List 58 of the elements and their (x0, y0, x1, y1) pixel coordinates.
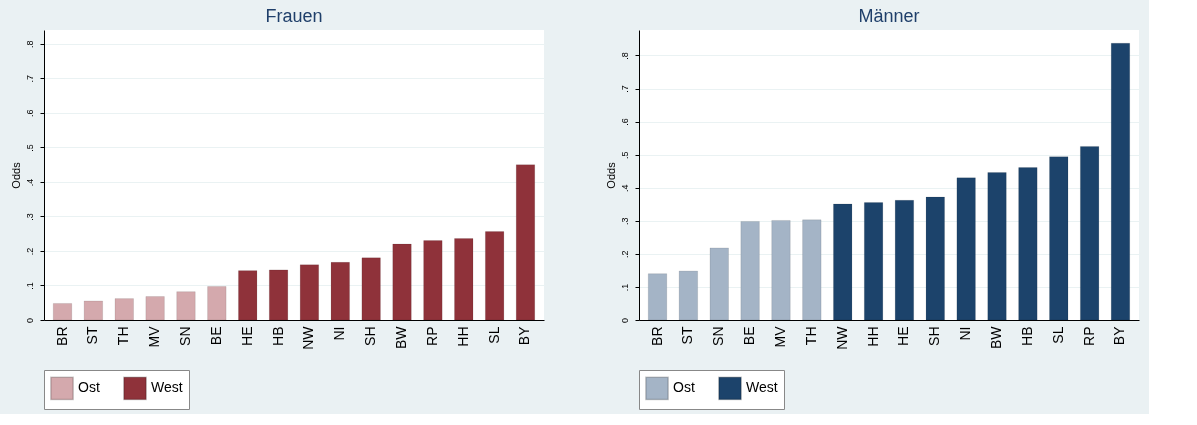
x-tick-label: NI (331, 326, 348, 341)
x-tick-label: BY (516, 325, 533, 346)
y-tick-label: .4 (24, 178, 35, 187)
y-tick-label: .3 (24, 213, 35, 221)
x-tick-label: HH (454, 326, 471, 347)
x-tick-label: BE (741, 326, 758, 346)
x-tick-label: ST (84, 326, 101, 345)
y-tick-label: .6 (619, 118, 630, 126)
x-tick-label: BY (1111, 325, 1128, 346)
x-tick-label: SN (176, 326, 193, 346)
y-tick-label: .6 (24, 109, 35, 118)
x-tick-label: NI (957, 326, 974, 341)
x-tick-label: MV (771, 325, 788, 348)
chart-title: Männer (858, 6, 920, 26)
y-tick-label: .1 (24, 282, 35, 290)
x-tick-label: HH (864, 326, 881, 347)
y-tick-label: 0 (24, 317, 35, 324)
x-tick-label: SH (362, 326, 379, 346)
x-tick-label: BE (207, 326, 224, 346)
x-tick-label: HE (238, 326, 255, 346)
x-tick-label: TH (115, 326, 132, 346)
x-tick-label: SN (710, 326, 727, 346)
y-tick-label: .2 (24, 247, 35, 256)
x-tick-label: BR (648, 326, 665, 346)
x-tick-label: BW (988, 325, 1005, 350)
x-tick-label: NW (833, 325, 850, 350)
y-tick-label: .4 (619, 184, 630, 192)
x-tick-label: HB (269, 326, 286, 346)
x-tick-label: BW (393, 325, 410, 350)
x-tick-label: MV (146, 325, 163, 348)
y-tick-label: .5 (619, 151, 630, 159)
y-tick-label: .7 (24, 75, 35, 83)
y-tick-label: .8 (24, 40, 35, 49)
x-tick-label: NW (300, 325, 317, 350)
chart-title: Frauen (265, 6, 323, 26)
legend-label: Ost (673, 379, 695, 396)
x-tick-label: TH (802, 326, 819, 346)
y-tick-label: .5 (24, 144, 35, 152)
y-tick-label: .7 (619, 85, 630, 93)
x-tick-label: RP (423, 326, 440, 346)
legend-label: West (151, 379, 183, 396)
x-tick-label: BR (53, 326, 70, 346)
y-tick-label: .3 (619, 217, 630, 226)
y-tick-label: .1 (619, 283, 630, 292)
legend-label: Ost (78, 379, 100, 396)
legend-label: West (746, 379, 778, 396)
x-tick-label: SL (1049, 326, 1066, 344)
y-axis-title: Odds (604, 161, 617, 189)
x-tick-label: ST (679, 326, 696, 345)
x-tick-label: SL (485, 326, 502, 344)
y-tick-label: .2 (619, 250, 630, 259)
x-tick-label: RP (1080, 326, 1097, 346)
x-tick-label: SH (926, 326, 943, 346)
y-tick-label: 0 (619, 317, 630, 324)
x-tick-label: HB (1018, 326, 1035, 346)
x-tick-label: HE (895, 326, 912, 346)
y-tick-label: .8 (619, 52, 630, 60)
y-axis-title: Odds (9, 161, 22, 189)
